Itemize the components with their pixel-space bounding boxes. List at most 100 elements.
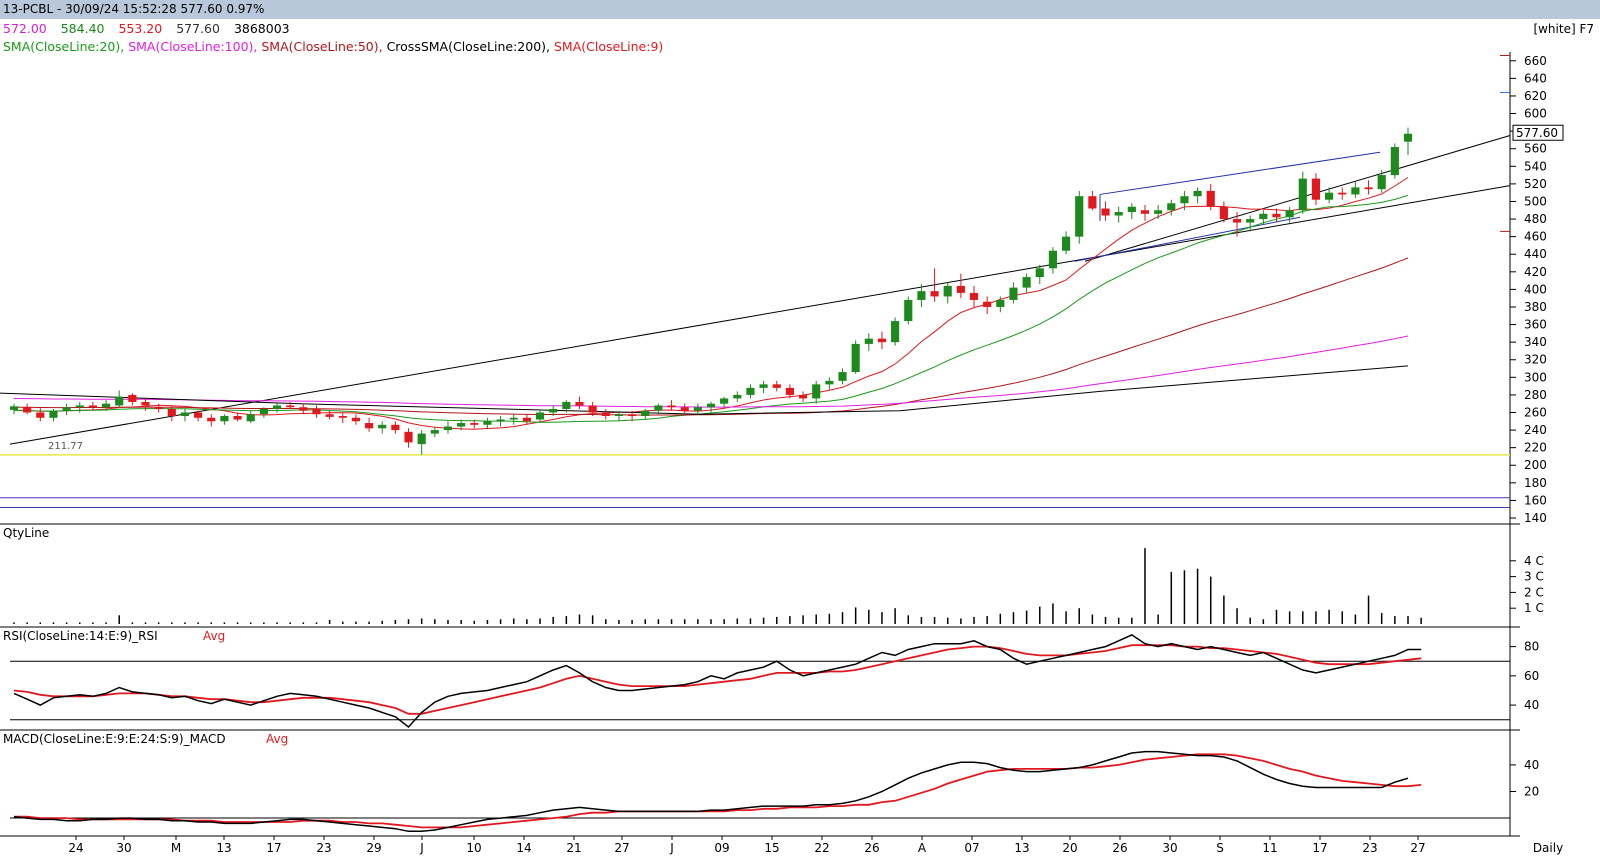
candle-body — [1351, 187, 1360, 195]
candle-body — [312, 408, 321, 415]
candle-body — [706, 403, 716, 408]
candle-body — [483, 421, 492, 425]
rsi-tick-label: 60 — [1524, 669, 1539, 683]
x-tick-label: 27 — [1410, 841, 1425, 855]
candle-body — [1061, 236, 1071, 251]
candle-body — [693, 407, 702, 411]
macd-avg-label: Avg — [266, 732, 288, 746]
price-tick-label: 480 — [1524, 212, 1547, 226]
candle-body — [772, 384, 781, 388]
macd-tick-label: 20 — [1524, 784, 1539, 798]
legend-crosssma200: CrossSMA(CloseLine:200), — [386, 39, 550, 54]
last-price-label: 577.60 — [1516, 126, 1558, 140]
volume-tick-label: 1 C — [1524, 601, 1544, 615]
candle-body — [1101, 208, 1110, 216]
x-tick-label: 15 — [764, 841, 779, 855]
candle-body — [1022, 277, 1031, 288]
candle-body — [1048, 250, 1058, 269]
candle-body — [667, 405, 676, 408]
candle-body — [1338, 192, 1347, 195]
candle-body — [443, 426, 453, 431]
crosssma200-line — [0, 365, 1409, 415]
volume-tick-label: 4 C — [1524, 554, 1544, 568]
x-tick-label: 20 — [1062, 841, 1077, 855]
candle-body — [272, 405, 282, 409]
x-tick-label: 30 — [1162, 841, 1177, 855]
close-value: 577.60 — [176, 21, 220, 36]
macd-panel-title: MACD(CloseLine:E:9:E:24:S:9)_MACD — [3, 732, 226, 746]
x-tick-label: 24 — [68, 841, 83, 855]
candle-body — [1088, 196, 1097, 209]
candle-body — [194, 412, 203, 418]
price-tick-label: 640 — [1524, 71, 1547, 85]
candle-body — [785, 387, 794, 395]
macd-line — [13, 750, 1409, 833]
candle-body — [1298, 178, 1307, 211]
candle-body — [141, 401, 150, 406]
candle-body — [628, 414, 637, 417]
low-value: 553.20 — [118, 21, 163, 36]
price-tick-label: 440 — [1524, 247, 1547, 261]
legend-sma9: SMA(CloseLine:9) — [553, 39, 664, 54]
candle-body — [654, 405, 663, 411]
candle-body — [470, 423, 479, 425]
x-tick-label: 17 — [266, 841, 281, 855]
candle-body — [246, 414, 255, 422]
x-tick-label: 13 — [1014, 841, 1029, 855]
candle-body — [509, 417, 518, 420]
candle-body — [23, 407, 32, 413]
price-tick-label: 660 — [1524, 54, 1547, 68]
candle-body — [1325, 192, 1334, 200]
theme-badge[interactable]: [white] F7 — [1533, 22, 1594, 36]
candle-body — [917, 291, 926, 300]
candle-body — [75, 405, 84, 408]
price-tick-label: 380 — [1524, 300, 1547, 314]
x-tick-label: 07 — [964, 841, 979, 855]
candle-body — [969, 292, 979, 300]
candle-body — [62, 407, 71, 411]
sma20-line — [13, 194, 1409, 423]
price-tick-label: 520 — [1524, 177, 1547, 191]
volume-value: 3868003 — [233, 21, 290, 36]
x-tick-label: 17 — [1312, 841, 1327, 855]
candle-body — [562, 401, 571, 409]
candle-body — [9, 406, 19, 410]
candle-body — [351, 417, 361, 422]
sma100-line — [13, 335, 1409, 408]
title-bar: 13-PCBL - 30/09/24 15:52:28 577.60 0.97% — [0, 0, 1600, 19]
volume-tick-label: 3 C — [1524, 570, 1544, 584]
price-tick-label: 240 — [1524, 423, 1547, 437]
open-value: 572.00 — [3, 21, 47, 36]
price-tick-label: 420 — [1524, 265, 1547, 279]
candle-body — [115, 396, 124, 406]
x-tick-label: 29 — [366, 841, 381, 855]
trendline-upper — [1084, 135, 1511, 262]
candle-body — [1364, 187, 1373, 190]
candle-body — [1009, 287, 1018, 300]
candle-body — [746, 387, 755, 395]
candle-body — [1232, 219, 1242, 223]
candle-body — [364, 423, 374, 429]
candle-body — [88, 405, 97, 408]
x-tick-label: 26 — [864, 841, 879, 855]
candle-body — [1246, 219, 1255, 223]
rsi-line — [13, 634, 1422, 729]
candle-body — [575, 401, 584, 406]
candle-body — [233, 416, 242, 420]
candle-body — [299, 407, 308, 411]
x-tick-label: 09 — [714, 841, 729, 855]
last-price-tag — [1512, 124, 1564, 141]
macd-avg-line — [14, 753, 1422, 829]
price-tick-label: 280 — [1524, 388, 1547, 402]
x-tick-label: 11 — [1262, 841, 1277, 855]
candle-body — [154, 407, 163, 409]
candle-body — [457, 423, 466, 427]
candle-body — [549, 408, 558, 413]
candle-body — [838, 372, 847, 381]
candle-body — [36, 412, 45, 418]
candle-body — [49, 410, 58, 418]
candle-body — [720, 398, 729, 404]
candle-body — [430, 430, 439, 434]
candle-body — [1167, 203, 1176, 211]
